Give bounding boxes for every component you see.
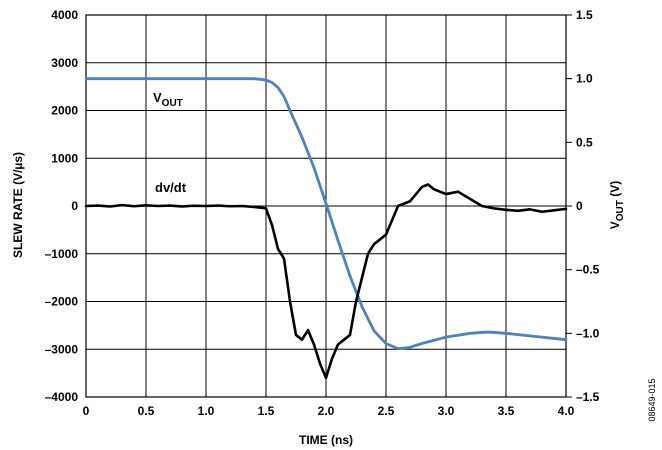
dvdt-series-line — [84, 183, 568, 380]
y-left-tick-label: 1000 — [51, 151, 78, 165]
figure-code: 08649-015 — [647, 378, 657, 421]
y-right-tick-label: –0.5 — [576, 263, 600, 277]
x-tick-label: 4.0 — [558, 404, 575, 418]
y-right-tick-label: 0 — [576, 199, 583, 213]
y-left-tick-label: 3000 — [51, 56, 78, 70]
x-tick-label: 0 — [83, 404, 90, 418]
y-right-tick-label: –1.0 — [576, 326, 600, 340]
x-tick-label: 2.5 — [378, 404, 395, 418]
y-left-axis-title: SLEW RATE (V/µs) — [11, 152, 25, 258]
x-tick-label: 1.5 — [258, 404, 275, 418]
y-right-tick-label: 0.5 — [576, 135, 593, 149]
vout-series-line — [84, 77, 568, 351]
x-tick-label: 3.5 — [498, 404, 515, 418]
dvdt-series-label: dv/dt — [155, 180, 187, 195]
x-tick-label: 3.0 — [438, 404, 455, 418]
x-tick-label: 2.0 — [318, 404, 335, 418]
vout-series-label: VOUT — [153, 90, 183, 109]
y-left-tick-label: –3000 — [45, 342, 79, 356]
y-left-tick-label: –1000 — [45, 247, 79, 261]
tick-labels: 0 0.5 1.0 1.5 2.0 2.5 3.0 3.5 4.0 4000 3000 2000 100… — [45, 8, 600, 418]
y-left-tick-label: 4000 — [51, 8, 78, 22]
y-left-tick-label: –2000 — [45, 295, 79, 309]
y-right-tick-label: 1.5 — [576, 8, 593, 22]
y-right-tick-label: 1.0 — [576, 72, 593, 86]
y-right-axis-title: VOUT (V) — [608, 181, 626, 229]
y-left-tick-label: 2000 — [51, 104, 78, 118]
x-tick-label: 1.0 — [198, 404, 215, 418]
y-right-tick-label: –1.5 — [576, 390, 600, 404]
x-tick-label: 0.5 — [138, 404, 155, 418]
series-layer — [84, 77, 568, 380]
y-left-tick-label: –4000 — [45, 390, 79, 404]
y-left-tick-label: 0 — [71, 199, 78, 213]
x-axis-title: TIME (ns) — [299, 433, 353, 447]
